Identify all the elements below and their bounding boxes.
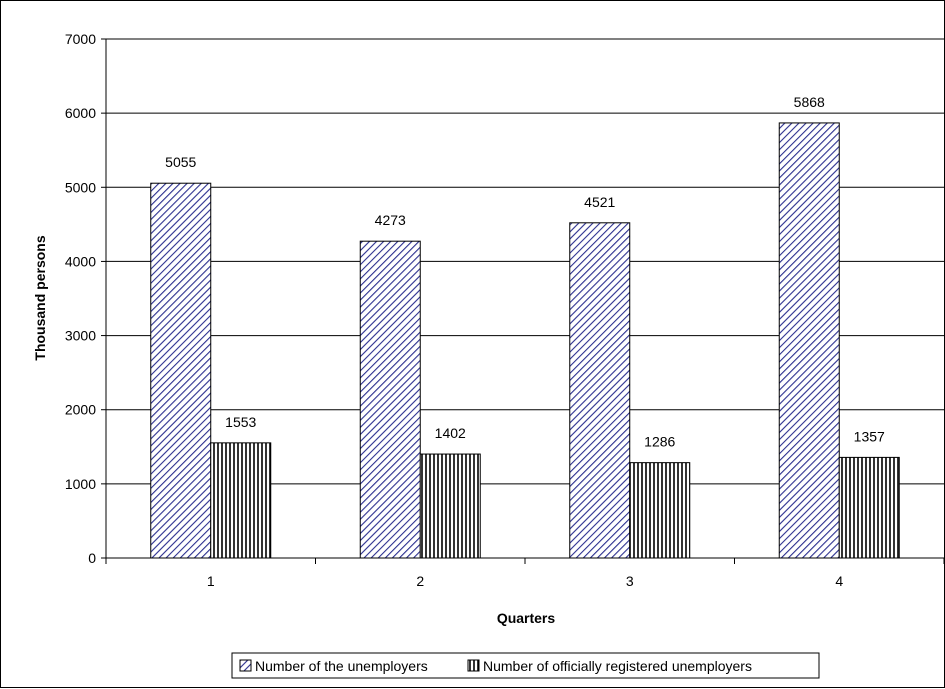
y-tick-label: 0 [88,550,96,566]
y-tick-label: 1000 [65,476,96,492]
data-label-unemployers: 4273 [375,212,406,228]
legend-swatch-unemployers [239,659,252,672]
y-tick-label: 7000 [65,31,96,47]
bar-registered [838,456,900,559]
x-tick-label: 2 [416,573,424,589]
y-tick-label: 5000 [65,179,96,195]
y-axis-title: Thousand persons [32,235,48,360]
data-label-registered: 1357 [854,428,885,444]
x-axis-title: Quarters [497,610,556,626]
bar-registered [419,453,481,559]
x-tick-label: 4 [835,573,843,589]
y-tick-label: 3000 [65,328,96,344]
y-tick-label: 6000 [65,105,96,121]
y-tick-label: 2000 [65,402,96,418]
x-tick-label: 1 [207,573,215,589]
bar-registered [629,462,691,559]
legend-swatch-registered [467,659,480,672]
data-label-unemployers: 5868 [794,94,825,110]
data-label-unemployers: 5055 [165,154,196,170]
bar-unemployers [569,222,631,559]
data-label-registered: 1286 [644,434,675,450]
data-label-registered: 1553 [225,414,256,430]
bar-registered [210,442,272,559]
legend-label-unemployers: Number of the unemployers [255,658,428,674]
y-tick-label: 4000 [65,253,96,269]
legend: Number of the unemployers Number of offi… [231,652,820,679]
data-label-unemployers: 4521 [584,194,615,210]
bar-unemployers [150,182,212,559]
bar-unemployers [778,122,840,559]
bar-unemployers [359,240,421,559]
x-tick-label: 3 [626,573,634,589]
legend-border [231,652,820,679]
data-label-registered: 1402 [435,425,466,441]
legend-label-registered: Number of officially registered unemploy… [483,658,752,674]
